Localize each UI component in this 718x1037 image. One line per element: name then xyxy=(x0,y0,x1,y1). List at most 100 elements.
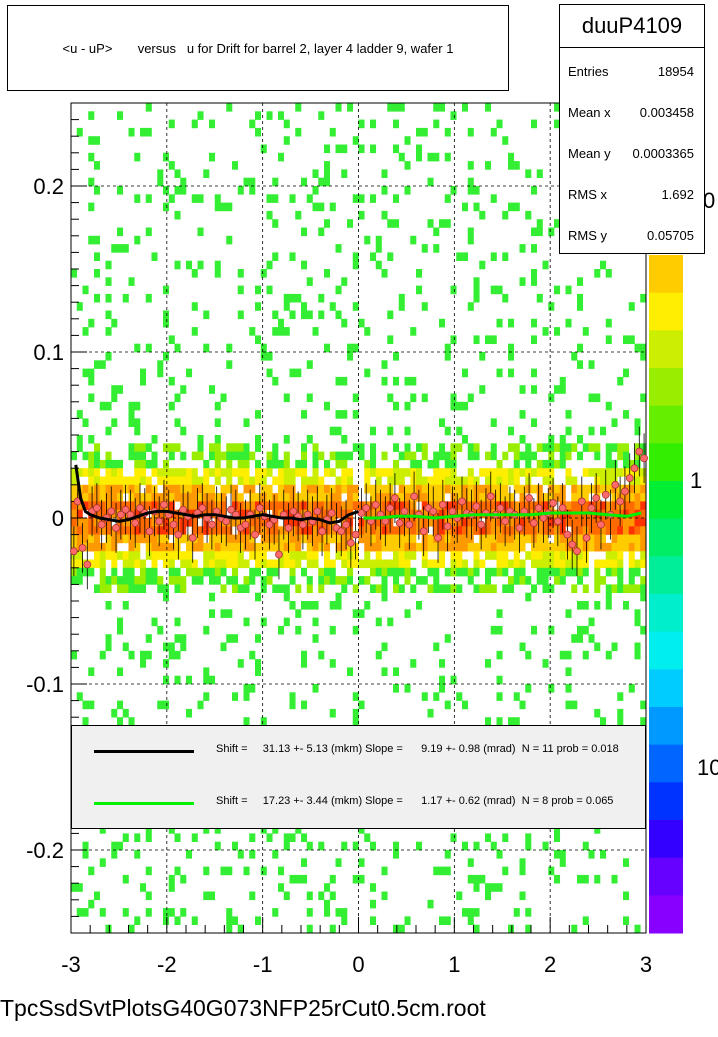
heatmap-cell xyxy=(398,924,405,934)
heatmap-cell xyxy=(243,443,250,452)
heatmap-cell xyxy=(243,534,250,544)
chart-title: <u - uP> versus u for Drift for barrel 2… xyxy=(7,5,509,91)
heatmap-cell xyxy=(255,634,262,643)
heatmap-cell xyxy=(444,866,451,876)
heatmap-cell xyxy=(352,717,359,726)
heatmap-cell xyxy=(71,501,78,510)
heatmap-cell xyxy=(295,825,302,834)
heatmap-cell xyxy=(122,551,129,560)
heatmap-cell xyxy=(554,327,561,336)
heatmap-cell xyxy=(352,194,359,203)
heatmap-cell xyxy=(421,476,428,486)
heatmap-cell xyxy=(450,186,457,195)
heatmap-cell xyxy=(634,650,641,660)
heatmap-cell xyxy=(623,443,630,452)
heatmap-cell xyxy=(444,152,451,162)
stats-label: RMS x xyxy=(568,187,607,202)
heatmap-cell xyxy=(232,551,239,560)
heatmap-cell xyxy=(111,509,118,519)
heatmap-cell xyxy=(278,459,285,469)
heatmap-cell xyxy=(393,119,400,129)
heatmap-cell xyxy=(260,501,267,510)
heatmap-cell xyxy=(174,551,181,560)
heatmap-cell xyxy=(364,468,371,477)
heatmap-cell xyxy=(393,219,400,228)
heatmap-cell xyxy=(387,219,394,228)
heatmap-cell xyxy=(404,376,411,386)
heatmap-cell xyxy=(623,584,630,593)
heatmap-cell xyxy=(174,260,181,270)
heatmap-cell xyxy=(634,426,641,436)
heatmap-cell xyxy=(347,559,354,569)
heatmap-cell xyxy=(508,318,515,328)
heatmap-cell xyxy=(347,219,354,228)
heatmap-cell xyxy=(255,127,262,137)
heatmap-cell xyxy=(306,476,313,486)
heatmap-cell xyxy=(260,551,267,560)
heatmap-cell xyxy=(462,559,469,569)
heatmap-cell xyxy=(444,352,451,361)
heatmap-cell xyxy=(197,451,204,461)
heatmap-cell xyxy=(375,551,382,560)
heatmap-cell xyxy=(548,567,555,577)
heatmap-cell xyxy=(628,493,635,502)
heatmap-cell xyxy=(439,584,446,593)
heatmap-cell xyxy=(364,476,371,486)
heatmap-cell xyxy=(421,443,428,452)
heatmap-cell xyxy=(611,418,618,427)
heatmap-cell xyxy=(209,152,216,162)
heatmap-cell xyxy=(191,576,198,585)
heatmap-cell xyxy=(174,169,181,178)
heatmap-cell xyxy=(99,908,106,917)
heatmap-cell xyxy=(99,551,106,560)
heatmap-cell xyxy=(157,700,164,710)
stats-label: Entries xyxy=(568,64,609,79)
heatmap-cell xyxy=(462,202,469,212)
heatmap-cell xyxy=(151,534,158,544)
profile-point xyxy=(255,504,264,512)
heatmap-cell xyxy=(324,908,331,917)
heatmap-cell xyxy=(226,526,233,535)
heatmap-cell xyxy=(99,584,106,593)
heatmap-cell xyxy=(249,526,256,535)
heatmap-cell xyxy=(341,459,348,469)
heatmap-cell xyxy=(370,542,377,552)
heatmap-cell xyxy=(289,700,296,710)
heatmap-cell xyxy=(186,368,193,378)
heatmap-cell xyxy=(611,542,618,552)
heatmap-cell xyxy=(571,567,578,577)
heatmap-cell xyxy=(255,468,262,477)
heatmap-cell xyxy=(582,841,589,851)
heatmap-cell xyxy=(341,542,348,552)
heatmap-cell xyxy=(220,484,227,494)
heatmap-cell xyxy=(508,343,515,353)
heatmap-cell xyxy=(640,534,647,544)
heatmap-cell xyxy=(329,534,336,544)
legend-text: Shift = 31.13 +- 5.13 (mkm) Slope = 9.19… xyxy=(216,743,619,755)
heatmap-cell xyxy=(255,916,262,925)
heatmap-cell xyxy=(536,443,543,452)
heatmap-cell xyxy=(232,534,239,544)
heatmap-cell xyxy=(220,509,227,519)
heatmap-cell xyxy=(398,551,405,560)
stats-row-mean-x: Mean x 0.003458 xyxy=(560,105,704,125)
heatmap-cell xyxy=(88,435,95,444)
heatmap-cell xyxy=(318,534,325,544)
heatmap-cell xyxy=(490,476,497,486)
heatmap-cell xyxy=(577,576,584,585)
heatmap-cell xyxy=(410,542,417,552)
heatmap-cell xyxy=(358,576,365,585)
heatmap-cell xyxy=(554,559,561,569)
heatmap-cell xyxy=(174,617,181,627)
heatmap-cell xyxy=(266,368,273,378)
heatmap-cell xyxy=(88,484,95,494)
heatmap-cell xyxy=(508,924,515,934)
heatmap-cell xyxy=(393,144,400,154)
heatmap-cell xyxy=(168,376,175,386)
heatmap-cell xyxy=(111,576,118,585)
heatmap-cell xyxy=(82,501,89,510)
heatmap-cell xyxy=(180,385,187,394)
heatmap-cell xyxy=(536,567,543,577)
heatmap-cell xyxy=(260,144,267,154)
heatmap-cell xyxy=(605,526,612,535)
